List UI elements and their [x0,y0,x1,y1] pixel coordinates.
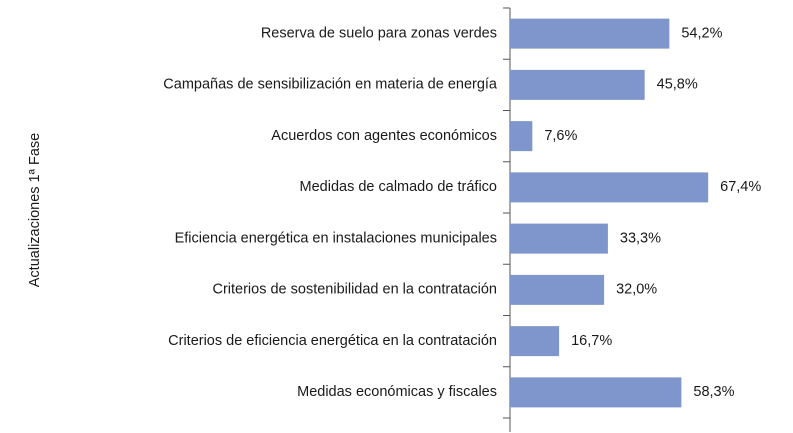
value-label: 54,2% [681,25,722,41]
value-label: 32,0% [616,282,657,298]
category-label: Acuerdos con agentes económicos [271,128,497,144]
bar [510,377,682,408]
category-label: Campañas de sensibilización en materia d… [163,77,498,93]
category-label: Reserva de suelo para zonas verdes [261,25,497,41]
y-axis-label: Actualizaciones 1ª Fase [27,133,43,287]
bar [510,172,709,203]
bar [510,69,645,100]
bar [510,274,605,305]
bar [510,18,670,49]
value-label: 67,4% [720,179,761,195]
bar [510,223,608,254]
value-label: 7,6% [544,128,577,144]
value-label: 16,7% [571,333,612,349]
value-label: 33,3% [620,230,661,246]
bar [510,121,533,152]
category-label: Medidas económicas y fiscales [297,384,497,400]
bar [510,326,560,357]
category-label: Medidas de calmado de tráfico [300,179,497,195]
value-label: 45,8% [657,77,698,93]
category-label: Criterios de sostenibilidad en la contra… [212,282,497,298]
category-label: Criterios de eficiencia energética en la… [168,333,497,349]
category-label: Eficiencia energética en instalaciones m… [175,230,497,246]
value-label: 58,3% [693,384,734,400]
